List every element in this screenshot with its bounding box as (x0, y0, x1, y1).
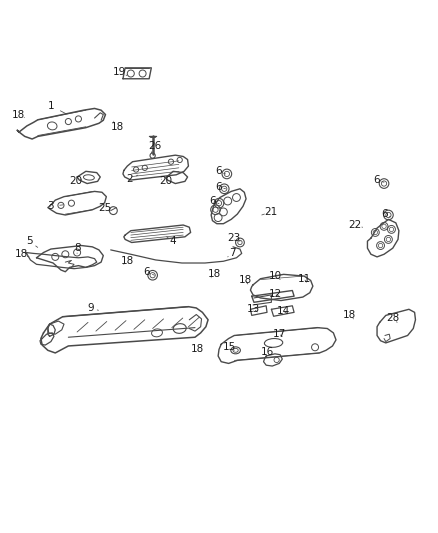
Text: 20: 20 (69, 176, 82, 187)
Text: 2: 2 (126, 174, 133, 184)
Text: 7: 7 (229, 248, 235, 259)
Text: 4: 4 (170, 236, 177, 246)
Text: 28: 28 (386, 313, 399, 323)
Text: 20: 20 (159, 176, 172, 187)
Text: 6: 6 (209, 196, 216, 206)
Text: 14: 14 (277, 306, 290, 316)
Text: 6: 6 (144, 266, 150, 277)
Text: 18: 18 (111, 122, 124, 132)
Text: 18: 18 (343, 310, 356, 320)
Text: 16: 16 (261, 346, 274, 357)
Text: 6: 6 (215, 166, 222, 176)
Text: 6: 6 (215, 182, 222, 191)
Text: 1: 1 (48, 101, 54, 111)
Text: 23: 23 (228, 233, 241, 243)
Text: 5: 5 (26, 236, 32, 246)
Text: 25: 25 (98, 203, 111, 213)
Text: 18: 18 (239, 276, 252, 286)
Text: 19: 19 (113, 67, 126, 77)
Text: 8: 8 (74, 243, 81, 253)
Text: 3: 3 (48, 201, 54, 211)
Text: 11: 11 (297, 274, 311, 284)
Text: 26: 26 (148, 141, 161, 151)
Text: 9: 9 (87, 303, 93, 313)
Text: 10: 10 (269, 271, 283, 281)
Text: 13: 13 (247, 304, 261, 314)
Text: 21: 21 (264, 207, 277, 217)
Text: 18: 18 (208, 269, 221, 279)
Text: 17: 17 (272, 329, 286, 339)
Text: 18: 18 (11, 110, 25, 119)
Text: 12: 12 (269, 288, 283, 298)
Text: 15: 15 (223, 342, 237, 352)
Text: 6: 6 (381, 209, 388, 219)
Text: 18: 18 (191, 344, 204, 353)
Text: 18: 18 (15, 249, 28, 259)
Text: 22: 22 (349, 220, 362, 230)
Text: 6: 6 (373, 175, 379, 185)
Text: 18: 18 (121, 256, 134, 266)
